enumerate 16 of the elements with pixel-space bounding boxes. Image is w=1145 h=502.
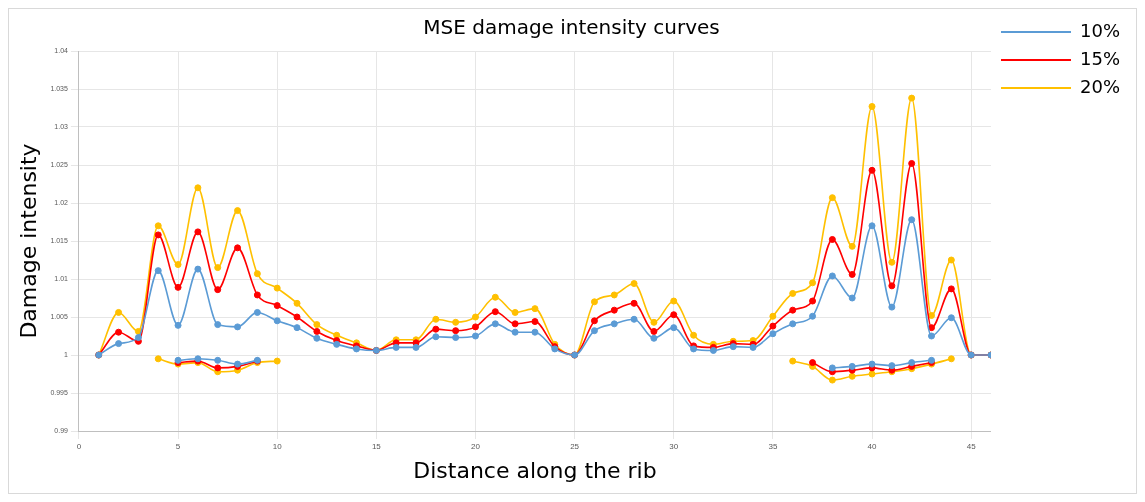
y-axis-title: Damage intensity <box>15 143 41 339</box>
x-tick-label: 20 <box>471 442 481 451</box>
x-tick-label: 5 <box>175 442 181 451</box>
x-axis-title: Distance along the rib <box>413 457 657 483</box>
x-tick-label: 35 <box>768 442 778 451</box>
legend-label: 10% <box>1079 19 1121 41</box>
x-tick-label: 25 <box>570 442 580 451</box>
x-tick-label: 15 <box>371 442 382 451</box>
legend-label: 20% <box>1079 75 1121 97</box>
x-tick-label: 45 <box>966 442 977 451</box>
legend-label: 15% <box>1079 47 1121 69</box>
x-tick-label: 40 <box>867 442 878 451</box>
x-tick-label: 10 <box>272 442 283 451</box>
x-tick-label: 30 <box>669 442 679 451</box>
chart-title: MSE damage intensity curves <box>423 15 720 40</box>
x-tick-label: 0 <box>76 442 82 451</box>
